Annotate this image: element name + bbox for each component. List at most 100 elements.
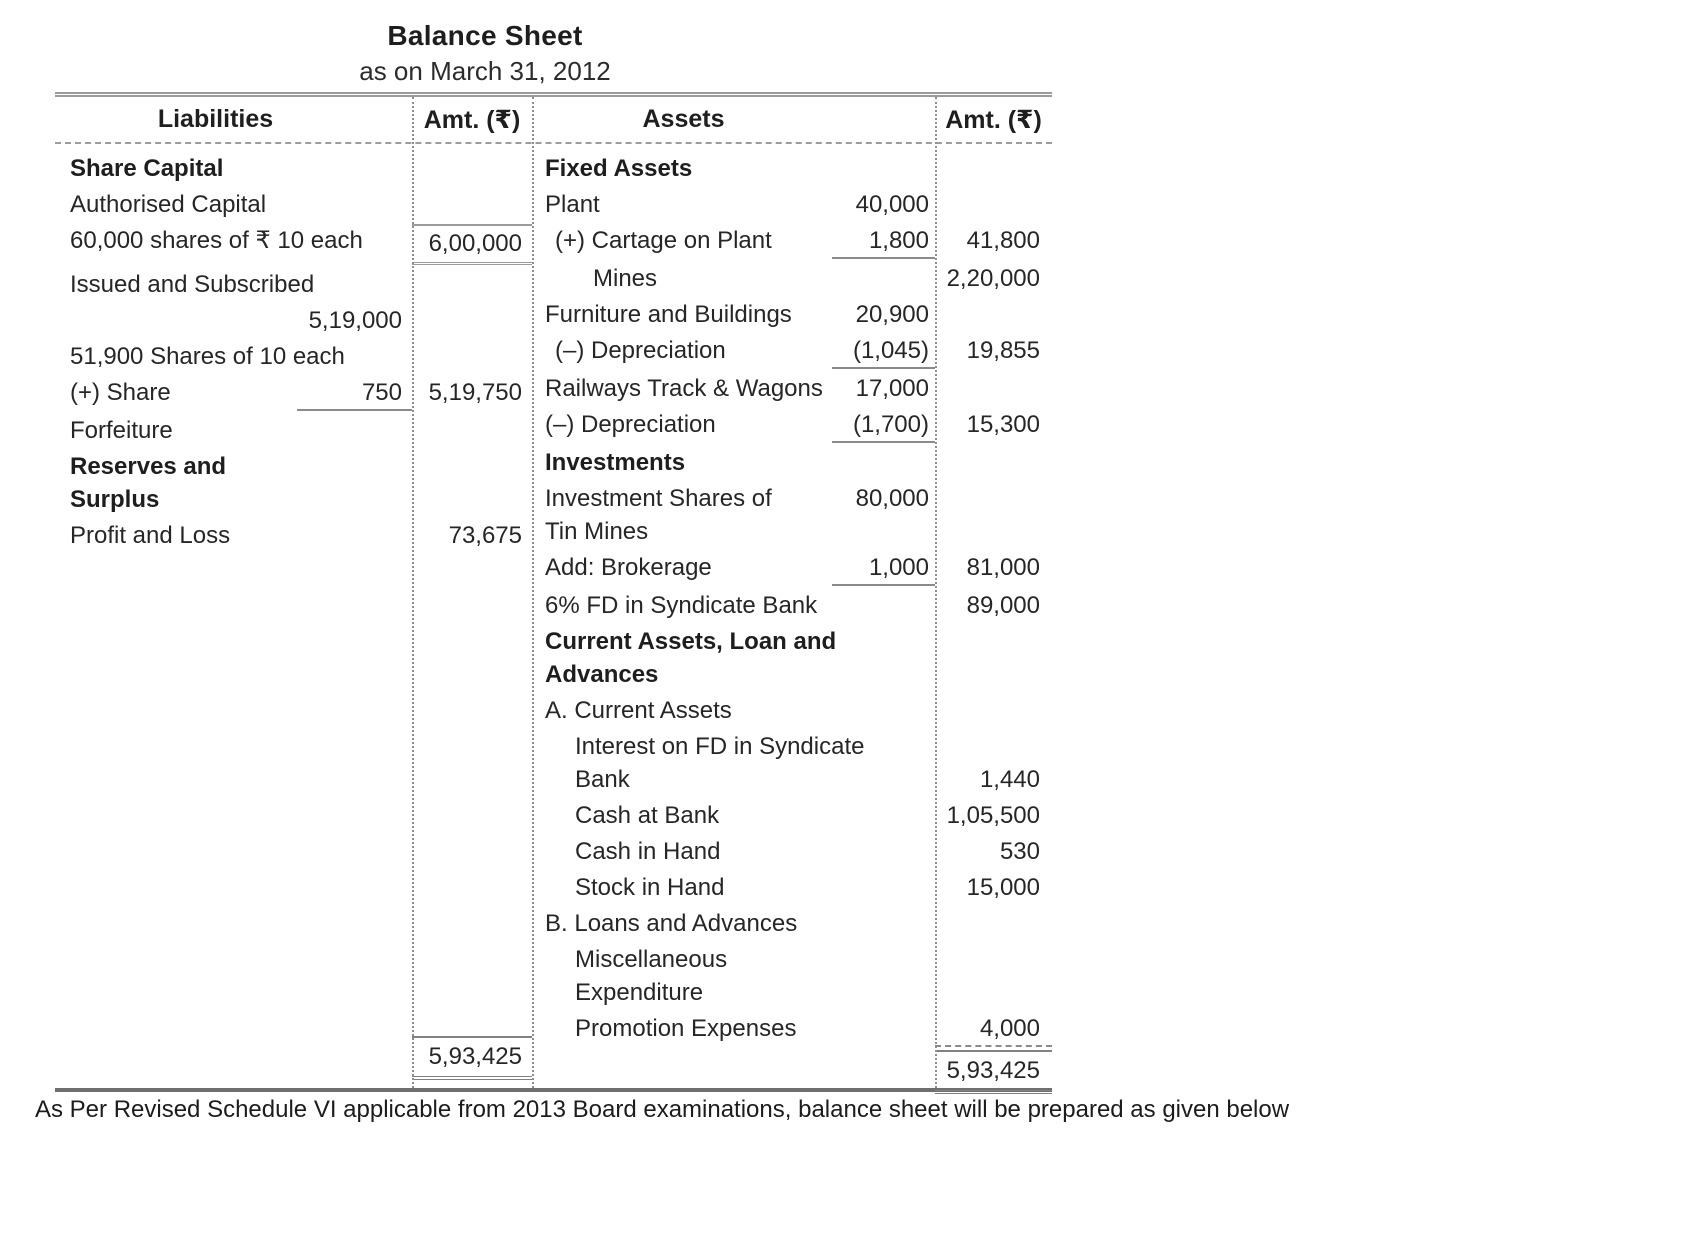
liabilities-total-row: 5,93,425 <box>55 1036 532 1080</box>
particulars-label: Interest on FD in Syndicate Bank <box>575 733 865 793</box>
total-amount: 5,93,425 <box>412 1036 532 1080</box>
amount-value: 6,00,000 <box>412 224 532 265</box>
asset-row-depreciation-furniture: (–) Depreciation (1,045) 19,855 <box>532 334 1052 369</box>
total-amount: 5,93,425 <box>935 1050 1052 1094</box>
sub-amount-value: 40,000 <box>855 191 929 218</box>
asset-row-plant: Plant 40,000 <box>532 188 1052 221</box>
liabilities-column: Share Capital Authorised Capital 60,000 … <box>55 144 532 1088</box>
particulars-label: Miscellaneous Expenditure <box>575 946 728 1006</box>
asset-row-investment-shares: Investment Shares of Tin Mines 80,000 <box>532 482 1052 548</box>
sub-amount-value: 5,19,000 <box>308 307 402 334</box>
liability-row-forfeiture: Forfeiture <box>55 414 532 447</box>
amount-value: 5,19,750 <box>428 379 522 406</box>
amount-value: 81,000 <box>966 554 1040 581</box>
amount-value: 4,000 <box>935 1012 1052 1047</box>
asset-row-fd-syndicate-bank: 6% FD in Syndicate Bank 89,000 <box>532 589 1052 622</box>
balance-sheet-table: Liabilities Amt. (₹) Assets Amt. (₹) Sha… <box>55 92 1052 1094</box>
particulars-label: Add: Brokerage <box>545 554 712 581</box>
amount-value: 15,000 <box>966 874 1040 901</box>
document-title-block: Balance Sheet as on March 31, 2012 <box>55 20 915 87</box>
asset-row-current-assets-a: A. Current Assets <box>532 694 1052 727</box>
header-assets: Assets <box>642 105 725 133</box>
particulars-label: Investments <box>545 449 686 476</box>
particulars-label: B. Loans and Advances <box>545 910 798 937</box>
asset-row-cash-at-bank: Cash at Bank 1,05,500 <box>532 799 1052 832</box>
liability-row-reserves-surplus: Reserves and Surplus <box>55 450 532 516</box>
particulars-label: Share Capital <box>70 155 224 182</box>
liability-row-issued-amount: 5,19,000 <box>55 304 532 337</box>
sub-amount-value: (1,045) <box>832 334 935 369</box>
table-header-row: Liabilities Amt. (₹) Assets Amt. (₹) <box>55 97 1052 144</box>
asset-row-furniture-buildings: Furniture and Buildings 20,900 <box>532 298 1052 331</box>
particulars-label: A. Current Assets <box>545 697 732 724</box>
sub-amount-value: 1,000 <box>832 551 935 586</box>
particulars-label: Furniture and Buildings <box>545 301 792 328</box>
liability-row-share-capital: Share Capital <box>55 152 532 185</box>
header-amount-left: Amt. (₹) <box>423 105 521 134</box>
column-divider-assets-amount <box>935 97 937 1088</box>
assets-total-row: 5,93,425 <box>532 1050 1052 1094</box>
particulars-label: Plant <box>545 191 600 218</box>
amount-value: 19,855 <box>966 337 1040 364</box>
asset-row-loans-advances-b: B. Loans and Advances <box>532 907 1052 940</box>
header-amount-right: Amt. (₹) <box>945 105 1042 134</box>
table-body: Share Capital Authorised Capital 60,000 … <box>55 144 1052 1094</box>
asset-row-cartage-on-plant: (+) Cartage on Plant 1,800 41,800 <box>532 224 1052 259</box>
particulars-label: Current Assets, Loan and Advances <box>545 628 837 688</box>
column-divider-center <box>532 97 534 1088</box>
document-title: Balance Sheet <box>387 20 583 51</box>
particulars-label: Profit and Loss <box>70 522 231 549</box>
asset-row-cash-in-hand: Cash in Hand 530 <box>532 835 1052 868</box>
asset-row-interest-fd: Interest on FD in Syndicate Bank 1,440 <box>532 730 1052 796</box>
liability-row-authorised-shares: 60,000 shares of ₹ 10 each 6,00,000 <box>55 224 532 265</box>
sub-amount-value: 17,000 <box>855 375 929 402</box>
asset-row-brokerage: Add: Brokerage 1,000 81,000 <box>532 551 1052 586</box>
amount-value: 73,675 <box>448 522 522 549</box>
asset-row-stock-in-hand: Stock in Hand 15,000 <box>532 871 1052 904</box>
particulars-label: Railways Track & Wagons <box>545 375 823 402</box>
particulars-label: Investment Shares of Tin Mines <box>545 485 772 545</box>
asset-row-railways-track-wagons: Railways Track & Wagons 17,000 <box>532 372 1052 405</box>
footnote-text: As Per Revised Schedule VI applicable fr… <box>35 1096 1290 1123</box>
particulars-label: Cash at Bank <box>575 802 720 829</box>
amount-value: 1,05,500 <box>946 802 1040 829</box>
amount-value: 41,800 <box>966 227 1040 254</box>
sub-amount-value: 750 <box>297 376 412 411</box>
particulars-label: Authorised Capital <box>70 191 267 218</box>
particulars-label: Forfeiture <box>70 417 173 444</box>
particulars-label: Fixed Assets <box>545 155 693 182</box>
particulars-label: Mines <box>593 265 658 292</box>
sub-amount-value: 80,000 <box>855 485 929 512</box>
asset-row-investments-heading: Investments <box>532 446 1052 479</box>
particulars-label: 51,900 Shares of 10 each <box>70 343 345 370</box>
particulars-label: (–) Depreciation <box>555 337 726 364</box>
column-divider-liabilities-amount <box>412 97 414 1088</box>
asset-row-current-assets-heading: Current Assets, Loan and Advances <box>532 625 1052 691</box>
liability-row-issued-subscribed: Issued and Subscribed <box>55 268 532 301</box>
amount-value: 2,20,000 <box>946 265 1040 292</box>
asset-row-depreciation-railways: (–) Depreciation (1,700) 15,300 <box>532 408 1052 443</box>
particulars-label: 6% FD in Syndicate Bank <box>545 592 818 619</box>
sub-amount-value: 1,800 <box>832 224 935 259</box>
amount-value: 530 <box>999 838 1040 865</box>
liability-row-subscribed-shares: 51,900 Shares of 10 each <box>55 340 532 373</box>
liability-row-profit-loss: Profit and Loss 73,675 <box>55 519 532 552</box>
sub-amount-value: (1,700) <box>832 408 935 443</box>
asset-row-fixed-assets: Fixed Assets <box>532 152 1052 185</box>
document-subtitle: as on March 31, 2012 <box>359 56 611 86</box>
assets-column: Fixed Assets Plant 40,000 (+) Cartage on… <box>532 144 1052 1094</box>
particulars-label: Reserves and Surplus <box>70 453 227 513</box>
liability-row-authorised-capital: Authorised Capital <box>55 188 532 221</box>
particulars-label: Issued and Subscribed <box>70 271 315 298</box>
particulars-label: (+) Share <box>70 379 171 406</box>
particulars-label: Stock in Hand <box>575 874 725 901</box>
particulars-label: Cash in Hand <box>575 838 721 865</box>
liability-row-share-forfeiture-add: (+) Share 750 5,19,750 <box>55 376 532 411</box>
asset-row-mines: Mines 2,20,000 <box>532 262 1052 295</box>
asset-row-promotion-expenses: Promotion Expenses 4,000 <box>532 1012 1052 1047</box>
amount-value: 89,000 <box>966 592 1040 619</box>
particulars-label: (–) Depreciation <box>545 411 716 438</box>
amount-value: 1,440 <box>979 766 1040 793</box>
particulars-label: 60,000 shares of ₹ 10 each <box>70 227 363 254</box>
